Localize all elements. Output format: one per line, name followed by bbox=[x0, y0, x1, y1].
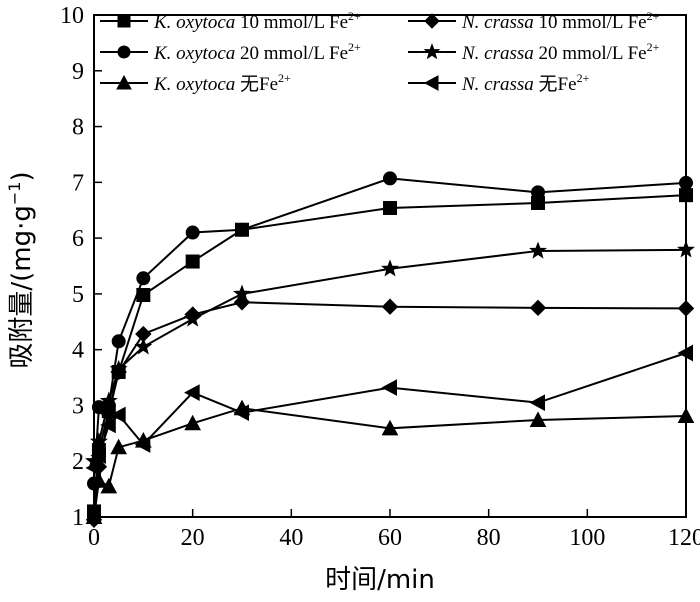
series-2 bbox=[87, 171, 693, 491]
x-axis-title: 时间/min bbox=[325, 565, 435, 595]
data-point-triangle-left bbox=[423, 75, 439, 91]
data-point-triangle-left bbox=[100, 416, 116, 434]
data-point-triangle-left bbox=[110, 406, 126, 424]
data-point-star bbox=[529, 241, 547, 259]
legend-label: N. crassa 无Fe2+ bbox=[461, 71, 590, 95]
x-tick-label: 60 bbox=[378, 525, 402, 551]
series-6 bbox=[85, 344, 693, 477]
data-point-square bbox=[679, 188, 693, 203]
data-point-triangle-up bbox=[677, 407, 695, 424]
data-point-triangle-up bbox=[116, 74, 132, 90]
data-point-square bbox=[185, 254, 200, 269]
legend-label: N. crassa 20 mmol/L Fe2+ bbox=[461, 40, 660, 64]
data-point-star bbox=[109, 359, 128, 377]
x-tick-label: 100 bbox=[569, 525, 605, 551]
legend-item: K. oxytoca 10 mmol/L Fe2+ bbox=[100, 9, 361, 33]
data-point-triangle-left bbox=[134, 436, 151, 453]
data-point-triangle-left bbox=[381, 379, 397, 396]
ticks-layer: 0 20 40 60 80 100 120 1 2 3 4 5 6 7 8 9 10 bbox=[60, 3, 700, 551]
data-point-diamond bbox=[424, 13, 440, 29]
legend-item: K. oxytoca 无Fe2+ bbox=[100, 71, 291, 95]
x-tick-label: 20 bbox=[181, 525, 205, 551]
series-3 bbox=[85, 399, 695, 524]
y-tick-label: 2 bbox=[72, 449, 84, 475]
data-point-square bbox=[383, 200, 397, 215]
data-point-triangle-left bbox=[184, 384, 200, 401]
series-5 bbox=[85, 240, 695, 469]
data-point-star bbox=[233, 284, 251, 302]
data-point-triangle-left bbox=[90, 447, 106, 464]
data-point-triangle-up bbox=[529, 411, 547, 427]
data-point-triangle-left bbox=[85, 459, 101, 477]
data-point-circle bbox=[185, 225, 200, 240]
series-line bbox=[93, 177, 687, 484]
y-tick-label: 1 bbox=[72, 505, 84, 531]
legend-item: N. crassa 无Fe2+ bbox=[408, 71, 590, 95]
legend-label: K. oxytoca 10 mmol/L Fe2+ bbox=[153, 9, 361, 33]
series-1 bbox=[87, 188, 693, 519]
y-axis-title: 吸附量/(mg·g−1) bbox=[5, 171, 37, 368]
series-layer bbox=[85, 171, 695, 528]
data-point-triangle-up bbox=[90, 472, 108, 488]
series-line bbox=[93, 352, 687, 469]
series-4 bbox=[85, 294, 695, 528]
data-point-circle bbox=[136, 271, 151, 286]
y-tick-label: 4 bbox=[72, 338, 84, 364]
data-point-star bbox=[423, 43, 441, 60]
legend-label: N. crassa 10 mmol/L Fe2+ bbox=[461, 9, 660, 33]
data-point-circle bbox=[111, 334, 126, 349]
x-tick-label: 0 bbox=[88, 525, 100, 551]
y-tick-label: 8 bbox=[72, 115, 84, 141]
legend-label: K. oxytoca 无Fe2+ bbox=[153, 71, 291, 95]
data-point-triangle-up bbox=[110, 438, 128, 455]
y-tick-label: 3 bbox=[72, 393, 84, 419]
data-point-triangle-left bbox=[677, 344, 693, 362]
y-tick-label: 9 bbox=[72, 59, 84, 85]
data-point-circle bbox=[235, 222, 249, 237]
data-point-star bbox=[381, 259, 399, 277]
legend-item: K. oxytoca 20 mmol/L Fe2+ bbox=[100, 40, 361, 64]
data-point-diamond bbox=[529, 299, 547, 317]
data-point-triangle-left bbox=[233, 404, 249, 422]
legend-label: K. oxytoca 20 mmol/L Fe2+ bbox=[153, 40, 361, 64]
legend-item: N. crassa 10 mmol/L Fe2+ bbox=[408, 9, 660, 33]
series-line bbox=[93, 301, 687, 520]
data-point-circle bbox=[117, 45, 131, 59]
data-point-diamond bbox=[381, 298, 399, 315]
x-tick-label: 40 bbox=[279, 525, 303, 551]
data-point-circle bbox=[531, 185, 545, 200]
data-point-triangle-up bbox=[184, 414, 202, 431]
y-tick-label: 6 bbox=[72, 226, 84, 252]
data-point-star bbox=[183, 309, 202, 327]
y-tick-label: 5 bbox=[72, 282, 84, 308]
data-point-circle bbox=[679, 175, 693, 190]
data-point-diamond bbox=[677, 300, 695, 317]
data-point-triangle-up bbox=[381, 419, 399, 436]
x-tick-label: 80 bbox=[477, 525, 501, 551]
legend-item: N. crassa 20 mmol/L Fe2+ bbox=[408, 40, 660, 64]
series-line bbox=[93, 194, 687, 512]
y-tick-label: 7 bbox=[72, 170, 84, 196]
series-line bbox=[93, 248, 687, 462]
data-point-square bbox=[117, 14, 131, 28]
data-point-diamond bbox=[85, 511, 103, 528]
data-point-star bbox=[677, 240, 695, 258]
x-tick-label: 120 bbox=[668, 525, 700, 551]
data-point-star bbox=[134, 337, 153, 355]
y-tick-label: 10 bbox=[60, 3, 84, 29]
legend: K. oxytoca 10 mmol/L Fe2+ N. crassa 10 mm… bbox=[100, 9, 660, 95]
data-point-triangle-left bbox=[529, 394, 545, 411]
data-point-circle bbox=[383, 171, 397, 186]
data-point-star bbox=[99, 391, 118, 409]
data-point-triangle-up bbox=[100, 477, 118, 494]
